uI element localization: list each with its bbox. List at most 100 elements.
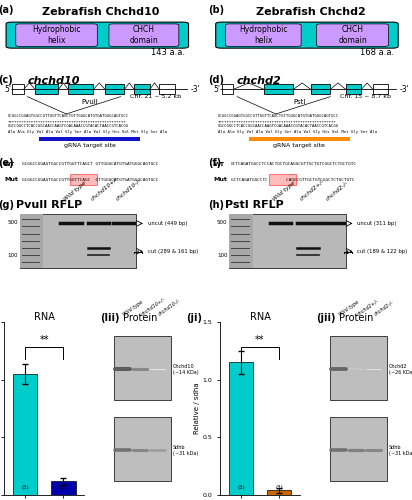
Text: Chr. 15 ~ 8.7 kb: Chr. 15 ~ 8.7 kb [339,94,391,99]
Text: chchd10-/-: chchd10-/- [115,178,142,202]
Bar [229,214,346,268]
Text: **: ** [255,335,265,345]
FancyBboxPatch shape [109,24,179,46]
Text: (f): (f) [208,158,221,168]
Text: CHCH
domain: CHCH domain [338,26,367,45]
Text: Zebrafish Chchd10: Zebrafish Chchd10 [42,7,160,17]
Text: chchd10: chchd10 [28,76,80,86]
Bar [51,481,75,495]
Text: CHCH
domain: CHCH domain [129,26,158,45]
Bar [330,417,387,481]
Text: Wild type: Wild type [122,300,144,317]
Bar [114,336,171,400]
Text: WT: WT [214,162,225,166]
Text: 100: 100 [217,252,227,258]
Text: WT: WT [4,162,15,166]
Text: Ala Ala Gly Val Ala Val Gly Ser Ala Val Gly His Val Met Gly Ser Ala: Ala Ala Gly Val Ala Val Gly Ser Ala Val … [8,130,167,134]
Bar [311,84,330,94]
Text: GCGGCCGGAGTGGCCGTTGGTTCAGCTGTTGGGCATGTGATGGGCAGTGCC: GCGGCCGGAGTGGCCGTTGGTTCAGCTGTTGGGCATGTGA… [218,114,339,118]
Text: CGCCGGCCTCACCGGCAACCAAGTCGACAAACCGTACACTAACCGTCACGG: CGCCGGCCTCACCGGCAACCAAGTCGACAAACCGTACACT… [218,124,339,128]
Text: gRNA target site: gRNA target site [63,143,115,148]
Bar [373,84,389,94]
FancyBboxPatch shape [317,24,389,46]
Bar [39,138,140,141]
FancyBboxPatch shape [269,174,296,185]
Text: uncut (449 bp): uncut (449 bp) [148,221,187,226]
Bar [229,362,253,495]
Text: uncut (311 bp): uncut (311 bp) [357,221,397,226]
Text: gRNA target site: gRNA target site [273,143,325,148]
Text: **: ** [40,335,49,345]
Text: Hydrophobic
helix: Hydrophobic helix [32,26,81,45]
Bar [264,84,293,94]
Text: cut (289 & 161 bp): cut (289 & 161 bp) [148,249,198,254]
Bar [12,84,23,94]
Text: Sdhb
(~31 kDa): Sdhb (~31 kDa) [389,445,412,456]
Title: RNA: RNA [34,312,54,322]
Text: (b): (b) [208,5,224,15]
FancyBboxPatch shape [225,24,301,46]
Title: RNA: RNA [250,312,270,322]
Text: 500: 500 [7,220,18,225]
Text: GCGGCCGGAGTGGCCGTTGGTTCAGCT GTTGGGCATGTGATGGGCAGTGCC: GCGGCCGGAGTGGCCGTTGGTTCAGCT GTTGGGCATGTG… [21,162,158,166]
Text: CGCCGGCCTCACCGGCAACCAAGTCGACAAACCGTACACTAACCGTCACGG: CGCCGGCCTCACCGGCAACCAAGTCGACAAACCGTACACT… [8,124,129,128]
Bar [35,84,59,94]
Bar [249,138,350,141]
Text: (h): (h) [208,200,224,209]
FancyBboxPatch shape [70,174,97,185]
Bar [20,214,43,268]
Text: Mut: Mut [214,177,228,182]
Text: Protein: Protein [123,314,157,324]
Text: chchd2-/-: chchd2-/- [374,300,395,317]
Text: Wild type: Wild type [338,300,360,317]
Bar [20,214,136,268]
Text: Mut: Mut [4,177,18,182]
Text: Sdhb
(~31 kDa): Sdhb (~31 kDa) [173,445,198,456]
Bar [346,84,361,94]
Text: (d): (d) [208,75,224,85]
Text: 5'-: 5'- [4,85,14,94]
Text: -3': -3' [400,85,410,94]
Bar [13,374,37,495]
Text: PstI: PstI [293,99,305,105]
Bar [68,84,94,94]
Text: chchd2+/-: chchd2+/- [299,178,326,202]
Bar [114,417,171,481]
Text: chchd10+/-: chchd10+/- [89,176,119,202]
Text: 5'-: 5'- [214,85,224,94]
Text: (e): (e) [0,158,14,168]
Text: (a): (a) [0,5,14,15]
Text: ++++++++++++++++++++++++++++++++++++++++++++++++++: ++++++++++++++++++++++++++++++++++++++++… [218,119,336,123]
Text: chchd2+/-: chchd2+/- [356,298,379,317]
Text: (3): (3) [21,486,29,490]
Text: PvuII RFLP: PvuII RFLP [16,200,82,209]
Bar [105,84,124,94]
Text: Chchd10
(~14 KDa): Chchd10 (~14 KDa) [173,364,199,374]
Text: 143 a.a.: 143 a.a. [151,48,185,57]
Text: Wild type: Wild type [62,180,87,202]
Bar [330,336,387,400]
Text: GCGGCCGGAGTGGCCGTTGGTTCAGC  GTTGGGCATGTGATGGGCAGTGCC: GCGGCCGGAGTGGCCGTTGGTTCAGC GTTGGGCATGTGA… [21,178,158,182]
Text: Wild type: Wild type [272,180,297,202]
Text: (3): (3) [275,486,283,490]
FancyBboxPatch shape [216,22,398,48]
Text: 100: 100 [7,252,18,258]
Bar [159,84,175,94]
FancyBboxPatch shape [16,24,97,46]
Text: GCTCAGATGGCCTC       CAGGCGTTGCTGTCGGCTCTGCTGTC: GCTCAGATGGCCTC CAGGCGTTGCTGTCGGCTCTGCTGT… [231,178,355,182]
Text: GCTCAGATGGCCTCCACTGCTGCAGGCGTTGCTGTCGGCTCTGCTGTC: GCTCAGATGGCCTCCACTGCTGCAGGCGTTGCTGTCGGCT… [231,162,357,166]
Bar [134,84,150,94]
Text: Chr. 21 ~ 5.2 kb: Chr. 21 ~ 5.2 kb [130,94,181,99]
Text: Zebrafish Chchd2: Zebrafish Chchd2 [256,7,366,17]
Text: GCGGCCGGAGTGGCCGTTGGTTCAGCTGTTGGGCATGTGATGGGCAGTGCC: GCGGCCGGAGTGGCCGTTGGTTCAGCTGTTGGGCATGTGA… [8,114,129,118]
Text: chchd10+/-: chchd10+/- [140,296,166,317]
Text: (c): (c) [0,75,13,85]
Bar [222,84,233,94]
Bar [229,214,253,268]
Text: (lii): (lii) [100,314,119,324]
Text: Chchd2
(~26 KDa): Chchd2 (~26 KDa) [389,364,412,374]
Y-axis label: Relative / sdha: Relative / sdha [194,382,200,434]
Text: -3': -3' [190,85,200,94]
Text: chchd2: chchd2 [237,76,282,86]
Bar [267,490,291,495]
